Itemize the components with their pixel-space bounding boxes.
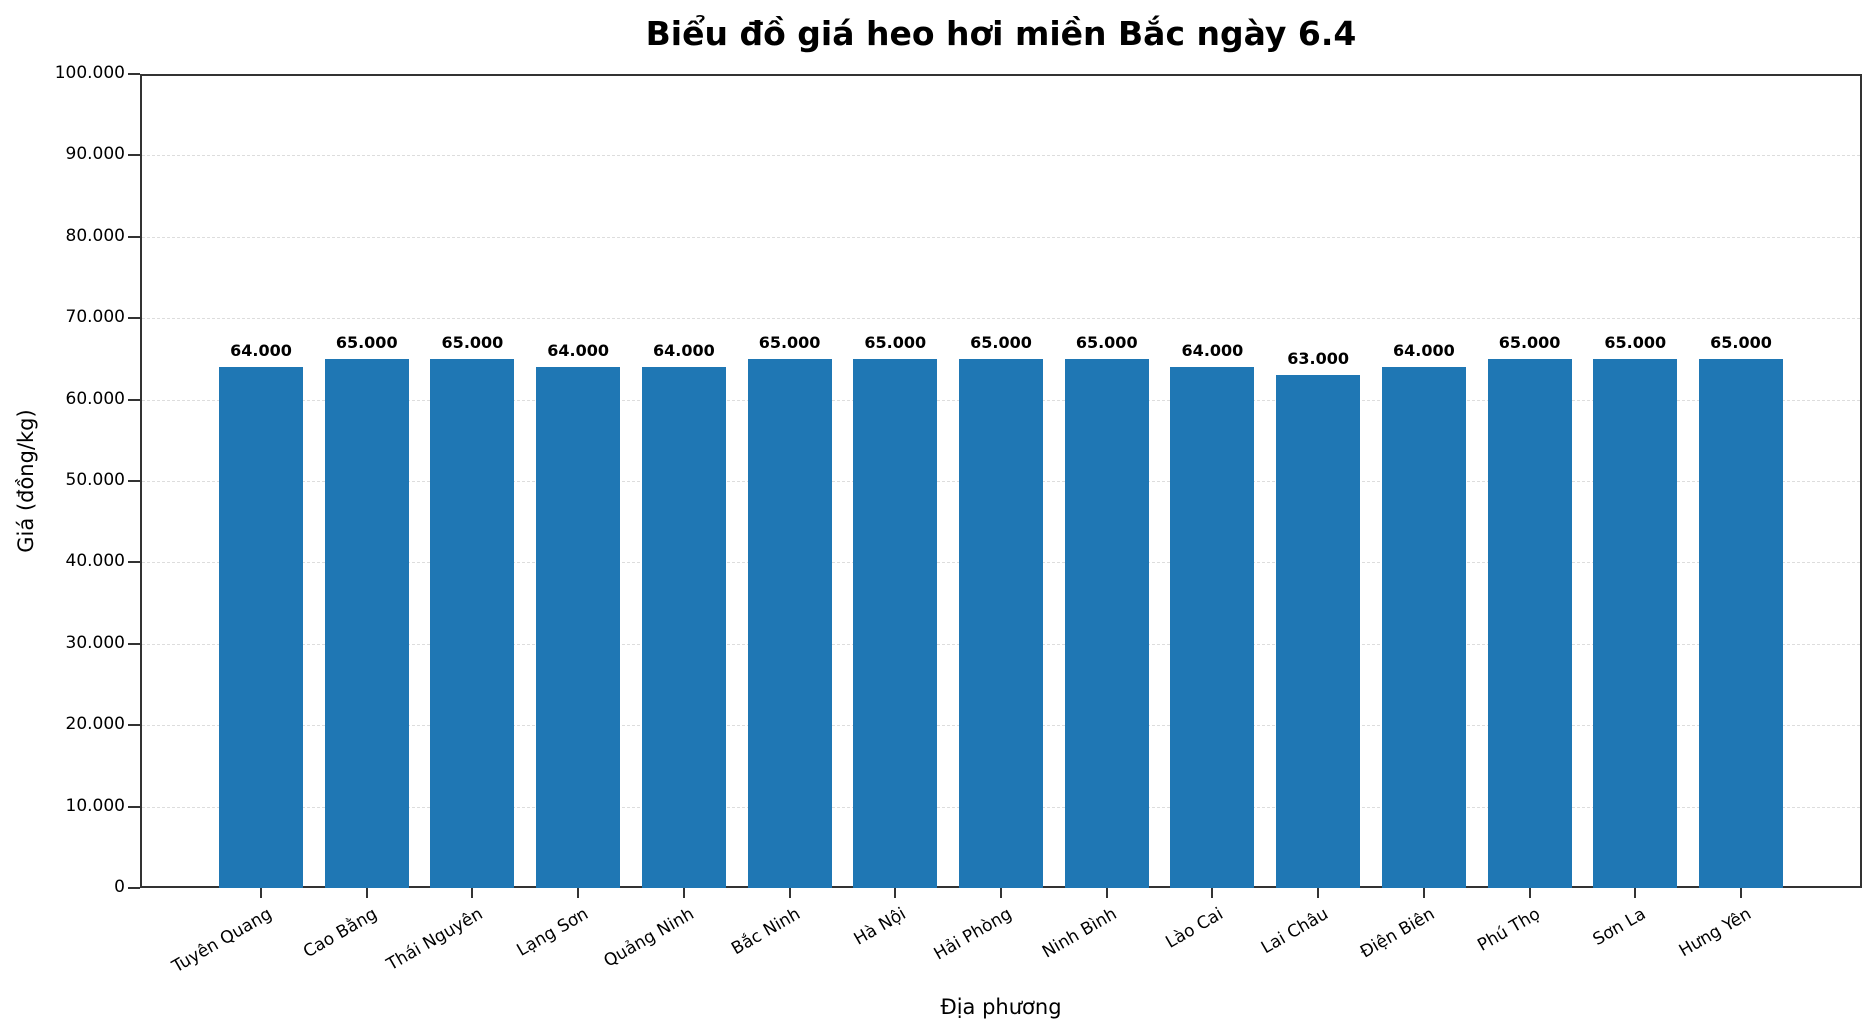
x-tick	[1634, 888, 1637, 898]
gridline	[142, 236, 1860, 238]
x-tick	[1317, 888, 1320, 898]
y-tick	[128, 73, 140, 75]
bar	[1064, 358, 1149, 888]
y-tick-label: 40.000	[65, 551, 125, 572]
x-tick-label: Sơn La	[1589, 904, 1650, 950]
bar	[1699, 358, 1783, 888]
x-tick-label: Hưng Yên	[1675, 904, 1755, 962]
y-tick-label: 0	[114, 877, 125, 897]
gridline	[142, 318, 1860, 320]
y-tick-label: 80.000	[65, 225, 125, 246]
x-tick-label: Cao Bằng	[299, 904, 381, 963]
x-tick	[1105, 888, 1108, 898]
x-tick	[1740, 888, 1742, 898]
bar	[959, 358, 1043, 888]
bar-value-label: 64.000	[230, 341, 292, 361]
bar	[1276, 375, 1361, 888]
y-tick-label: 20.000	[65, 714, 125, 735]
y-tick-label: 30.000	[65, 632, 125, 653]
x-tick	[1211, 888, 1214, 898]
x-tick-label: Ninh Bình	[1039, 904, 1121, 963]
gridline	[142, 155, 1860, 157]
bar-value-label: 65.000	[335, 332, 398, 352]
x-tick	[260, 888, 262, 898]
bar-value-label: 64.000	[1181, 341, 1244, 361]
x-tick	[788, 888, 791, 898]
x-tick	[682, 888, 685, 898]
y-tick	[128, 398, 140, 401]
bar-value-label: 65.000	[1604, 332, 1667, 352]
y-tick-label: 90.000	[65, 144, 125, 165]
x-tick-label: Lai Châu	[1258, 904, 1333, 959]
y-tick	[128, 235, 140, 238]
x-axis-label: Địa phương	[940, 995, 1062, 1019]
bar	[219, 367, 303, 888]
y-tick	[128, 561, 140, 564]
chart-title: Biểu đồ giá heo hơi miền Bắc ngày 6.4	[645, 14, 1357, 53]
bar-value-label: 65.000	[970, 332, 1032, 352]
x-tick-label: Điện Biên	[1356, 904, 1438, 963]
bar-value-label: 64.000	[547, 341, 610, 361]
y-tick	[128, 724, 140, 727]
bar	[1593, 358, 1678, 888]
bar-value-label: 63.000	[1287, 349, 1350, 369]
bar-value-label: 65.000	[758, 332, 821, 352]
bar	[1381, 367, 1466, 888]
bar-value-label: 65.000	[1075, 332, 1138, 352]
x-tick	[365, 888, 368, 898]
y-tick-label: 50.000	[65, 470, 125, 490]
x-tick	[1528, 888, 1531, 898]
bar-value-label: 65.000	[1498, 332, 1561, 352]
y-axis-label: Giá (đồng/kg)	[14, 409, 38, 553]
bar	[1170, 367, 1255, 888]
x-tick-label: Phú Thọ	[1474, 904, 1544, 956]
y-tick-label: 100.000	[54, 63, 125, 83]
x-tick	[577, 888, 580, 898]
x-tick-label: Quảng Ninh	[600, 904, 698, 972]
x-tick-label: Thái Nguyên	[383, 904, 487, 975]
bar	[430, 358, 515, 888]
x-tick	[1422, 888, 1425, 898]
bar-value-label: 64.000	[652, 341, 715, 361]
bar-value-label: 65.000	[1710, 332, 1772, 352]
bar	[747, 358, 832, 888]
y-tick	[128, 887, 140, 889]
bar-value-label: 65.000	[864, 332, 927, 352]
bar	[536, 367, 621, 888]
y-tick	[128, 480, 140, 482]
y-tick	[128, 805, 140, 808]
x-tick	[471, 888, 474, 898]
y-tick-label: 10.000	[65, 795, 125, 816]
bar-value-label: 65.000	[441, 332, 504, 352]
bar-value-label: 64.000	[1392, 341, 1455, 361]
x-tick-label: Tuyên Quang	[168, 904, 275, 978]
x-tick-label: Hà Nội	[850, 904, 910, 950]
x-tick-label: Bắc Ninh	[727, 904, 804, 960]
x-tick-label: Hải Phòng	[930, 904, 1015, 965]
x-tick	[1000, 888, 1002, 898]
bar	[641, 367, 726, 888]
x-tick	[894, 888, 897, 898]
x-tick-label: Lào Cai	[1162, 904, 1227, 953]
y-tick	[128, 317, 140, 320]
bar	[1487, 358, 1572, 888]
bar	[853, 358, 938, 888]
y-tick-label: 60.000	[65, 388, 125, 409]
y-tick	[128, 154, 140, 157]
x-tick-label: Lạng Sơn	[513, 904, 593, 961]
y-tick	[128, 642, 140, 645]
y-tick-label: 70.000	[65, 307, 125, 328]
bar	[324, 358, 409, 888]
